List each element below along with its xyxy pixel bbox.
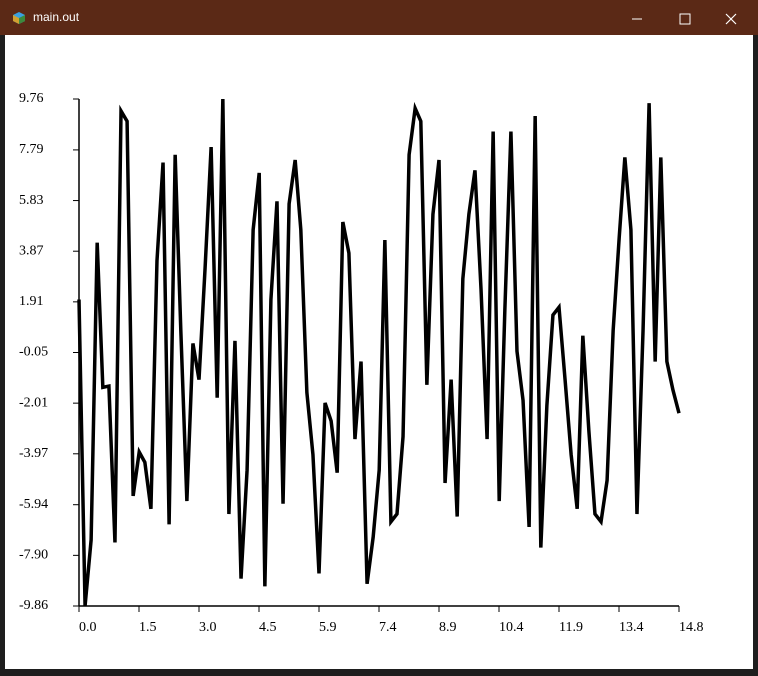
x-tick-label: 1.5 [139,620,157,635]
title-bar: main.out [0,0,758,35]
x-tick-label: 4.5 [259,620,277,635]
y-tick-label: 5.83 [19,193,44,208]
chart: -9.86 -7.90 -5.94 -3.97 -2.01 -0.05 1.91 3.87 5.… [19,91,704,635]
y-tick-label: -5.94 [19,497,48,512]
close[interactable] [725,13,737,25]
x-tick-label: 13.4 [619,620,644,635]
window-controls[interactable] [608,0,758,35]
x-tick-label: 10.4 [499,620,524,635]
y-tick-label: -7.90 [19,548,48,563]
y-tick-label: 3.87 [19,243,44,258]
maximize[interactable] [679,13,691,25]
x-tick-label: 5.9 [319,620,337,635]
x-tick-label: 11.9 [559,620,583,635]
line-series [77,98,681,607]
y-tick-label: -2.01 [19,395,48,410]
x-tick-label: 7.4 [379,620,397,635]
x-tick-label: 8.9 [439,620,457,635]
y-tick-label: 7.79 [19,142,44,157]
y-tick-label: -3.97 [19,446,48,461]
window-title: main.out [33,10,80,24]
app-icon [13,12,25,24]
x-tick-label: 14.8 [679,620,704,635]
y-tick-label: 1.91 [19,294,44,309]
x-tick-label: 3.0 [199,620,217,635]
y-tick-label: -9.86 [19,598,48,613]
y-tick-label: -0.05 [19,345,48,360]
y-tick-label: 9.76 [19,91,44,106]
window-content: -9.86 -7.90 -5.94 -3.97 -2.01 -0.05 1.91 3.87 5.… [5,35,753,669]
x-tick-label: 0.0 [79,620,97,635]
